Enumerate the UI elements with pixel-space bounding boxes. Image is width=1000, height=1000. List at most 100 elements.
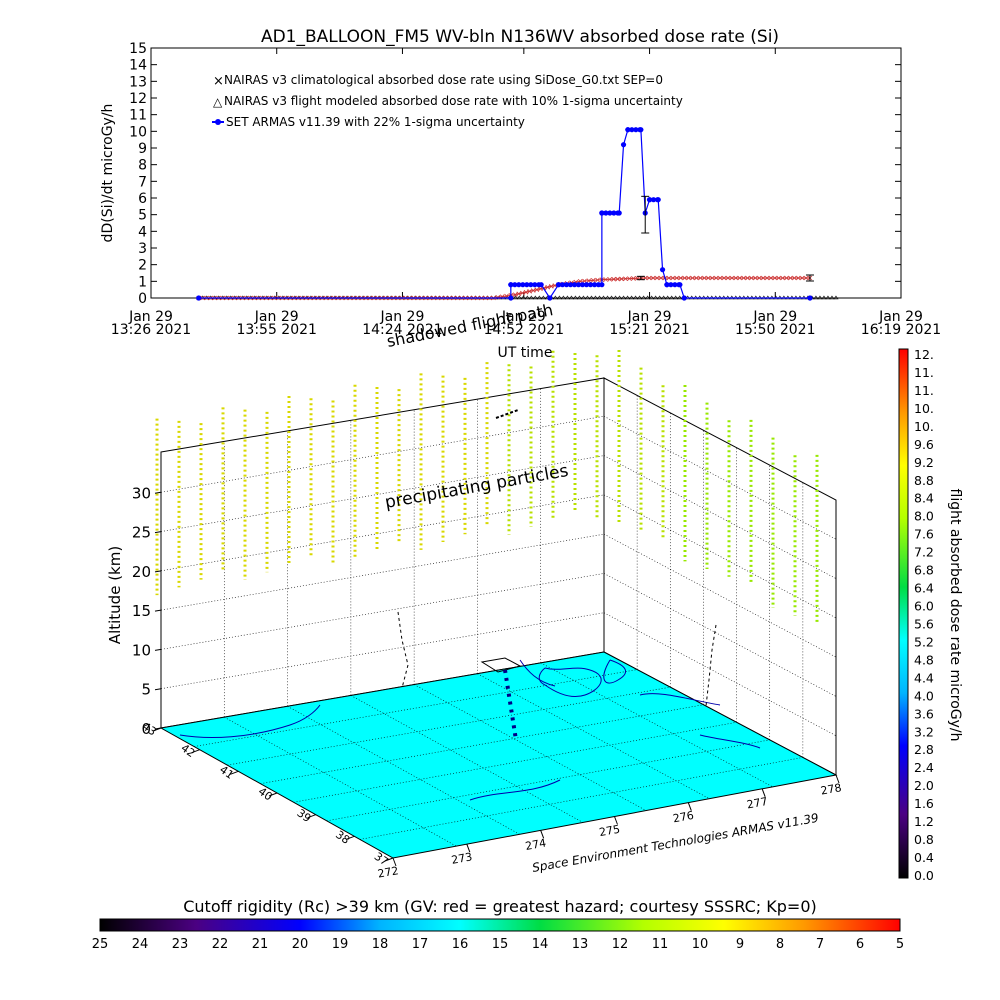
series-nairas-climatological-marker [729, 275, 735, 281]
longitude-tick-label: 273 [450, 850, 473, 866]
series-armas-point [668, 282, 674, 288]
legend-entry-armas: SET ARMAS v11.39 with 22% 1-sigma uncert… [212, 115, 525, 129]
series-nairas-climatological-marker [764, 275, 770, 281]
series-nairas-flight-marker [556, 295, 562, 300]
dose-colorbar-ticks: 0.0 0.4 0.8 1.2 1.6 2.0 2.4 2.8 3.2 3.6 4.0 4.4 4.8 5… [914, 347, 934, 883]
dose-colorbar-tick-label: 4.8 [914, 652, 934, 667]
series-nairas-climatological-marker [504, 293, 509, 299]
rigidity-colorbar-ticks: 25 24 23 22 21 20 19 18 17 16 15 14 13 12 11 10 9 8 7 6 5 [92, 937, 904, 952]
rigidity-colorbar-gradient [99, 918, 901, 932]
series-nairas-climatological-marker [702, 275, 707, 281]
top-y-tick-label: 6 [138, 191, 147, 207]
dose-colorbar-tick-label: 3.2 [914, 724, 934, 739]
top-y-tick-label: 8 [138, 158, 147, 174]
series-nairas-climatological-marker [523, 289, 529, 295]
series-armas-point [607, 210, 613, 216]
altitude-tick-label: 30 [132, 484, 151, 502]
series-armas-point [520, 282, 526, 288]
series-nairas-climatological-marker [615, 276, 620, 282]
longitude-tick-label: 274 [524, 836, 547, 852]
dose-colorbar-tick-label: 4.0 [914, 688, 934, 703]
rigidity-colorbar-tick-label: 24 [132, 937, 149, 952]
altitude-axis-label: Altitude (km) [106, 546, 124, 644]
top-y-tick-label: 1 [138, 274, 147, 290]
series-nairas-climatological-end-error [805, 274, 814, 282]
series-nairas-flight-marker [649, 295, 655, 300]
rigidity-colorbar-tick-label: 13 [572, 937, 589, 952]
series-armas-point [508, 295, 514, 301]
altitude-axis: 0 5 10 15 20 25 30 [132, 484, 162, 738]
rigidity-colorbar-tick-label: 18 [372, 937, 389, 952]
series-nairas-climatological-marker [549, 284, 554, 289]
top-y-tick-label: 9 [138, 141, 147, 157]
series-nairas-climatological-marker [527, 289, 532, 294]
series-nairas-climatological-marker [690, 275, 695, 281]
series-nairas-flight-marker [560, 295, 566, 300]
series-nairas-flight-marker [596, 295, 603, 300]
floor-gridline [413, 684, 647, 811]
wall-grid [160, 387, 837, 758]
series-nairas-flight-marker [653, 295, 659, 300]
series-armas-point [807, 295, 813, 301]
floor-gridline [359, 757, 803, 840]
series-nairas-flight-marker [604, 295, 611, 300]
dose-colorbar-tick-label: 2.4 [914, 760, 934, 775]
top-y-tick-label: 14 [129, 58, 147, 74]
dose-colorbar-tick-label: 2.8 [914, 742, 934, 757]
series-nairas-flight-marker [669, 295, 675, 300]
floor-gridline [287, 706, 520, 835]
series-nairas-climatological-marker [694, 275, 699, 281]
series-nairas-climatological-marker [590, 278, 596, 283]
series-armas-point [559, 282, 566, 288]
floor-gridline [477, 673, 710, 799]
dose-colorbar-tick-label: 2.0 [914, 778, 934, 793]
dose-colorbar-tick-label: 10. [914, 401, 934, 416]
series-nairas-flight-marker [612, 295, 619, 300]
series-nairas-climatological-marker [595, 277, 600, 283]
dose-colorbar-tick-label: 6.8 [914, 563, 934, 578]
top-y-tick-label: 2 [138, 258, 147, 274]
dose-colorbar-tick-label: 8.4 [914, 491, 934, 506]
series-nairas-flight-marker [829, 295, 835, 300]
series-armas-point [625, 127, 631, 133]
altitude-tick [154, 648, 162, 651]
series-nairas-flight-marker [817, 295, 823, 300]
latitude-tick [268, 792, 278, 797]
series-armas-point [524, 282, 530, 288]
series-nairas-flight-marker [552, 295, 558, 300]
series-nairas-climatological-marker [623, 276, 628, 282]
series-nairas-flight-marker [677, 295, 683, 300]
series-nairas-flight-marker [633, 295, 639, 300]
top-x-tick-label: 13:26 2021 [111, 322, 191, 338]
top-y-tick-label: 10 [129, 124, 147, 140]
series-nairas-climatological-marker [799, 275, 805, 281]
rigidity-colorbar-tick-label: 25 [92, 937, 109, 952]
floor-gridline [540, 662, 773, 788]
series-armas-point [575, 282, 582, 288]
series-nairas-flight-marker [512, 295, 518, 300]
legend-entry-nairas-climatological: × NAIRAS v3 climatological absorbed dose… [213, 73, 663, 89]
series-armas-point [611, 210, 617, 216]
series-armas-point [508, 282, 514, 288]
rigidity-colorbar-tick-label: 10 [692, 937, 709, 952]
series-armas-point [637, 127, 643, 133]
top-chart: AD1_BALLOON_FM5 WV-bln N136WV absorbed d… [100, 27, 941, 361]
series-nairas-climatological-marker [674, 275, 680, 281]
series-armas-point [681, 295, 687, 301]
rigidity-colorbar-tick-label: 11 [652, 937, 669, 952]
series-nairas-climatological-marker [780, 275, 785, 281]
top-series-layer [196, 127, 839, 301]
series-armas-point [676, 282, 682, 288]
dose-colorbar-label: flight absorbed dose rate microGy/h [947, 489, 963, 742]
dose-colorbar-tick-label: 5.2 [914, 634, 934, 649]
series-nairas-climatological-marker [603, 277, 609, 282]
series-nairas-climatological-marker [658, 275, 664, 281]
altitude-tick-label: 10 [132, 641, 151, 659]
series-nairas-flight-marker [665, 295, 671, 300]
series-nairas-climatological-marker [654, 275, 660, 281]
series-nairas-climatological-marker [586, 278, 592, 283]
series-nairas-flight-marker [540, 295, 546, 300]
series-nairas-climatological-marker [737, 275, 743, 281]
series-nairas-flight-marker [624, 295, 631, 300]
series-armas-point [563, 282, 570, 288]
